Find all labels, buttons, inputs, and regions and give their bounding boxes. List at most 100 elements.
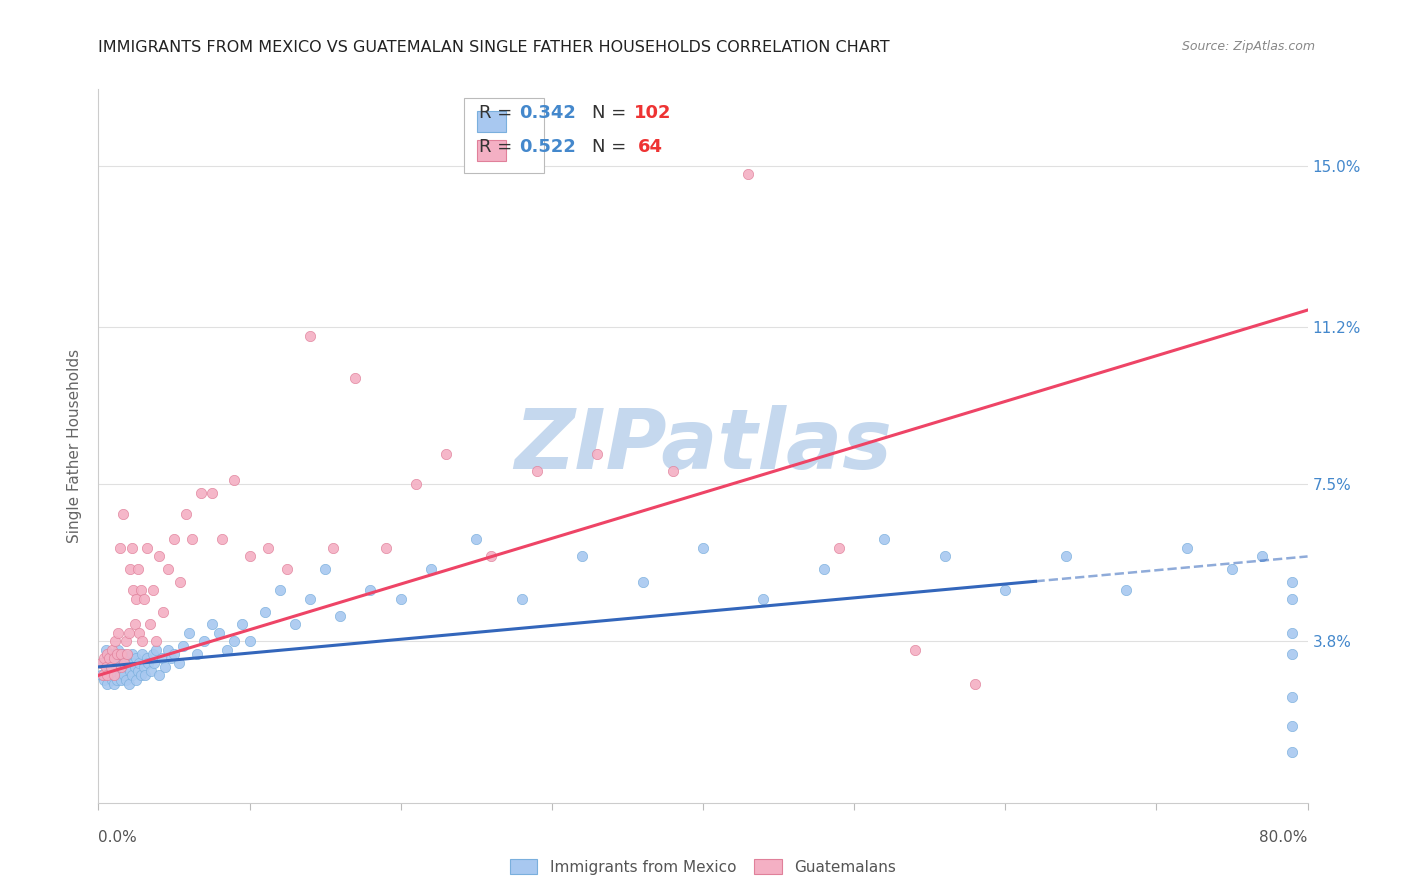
Point [124, 660, 146, 674]
Point [135, 541, 157, 555]
Point [152, 605, 174, 619]
Point [111, 647, 134, 661]
Point [510, 591, 533, 606]
Point [314, 562, 336, 576]
Point [121, 668, 143, 682]
Point [586, 448, 609, 462]
Point [256, 541, 278, 555]
Point [134, 668, 156, 682]
Point [90, 668, 112, 682]
Text: 0.0%: 0.0% [98, 830, 138, 845]
Point [322, 541, 344, 555]
Text: N =: N = [592, 138, 631, 156]
Point [215, 643, 238, 657]
Point [828, 541, 851, 555]
Point [360, 583, 382, 598]
Point [211, 533, 233, 547]
Point [141, 664, 163, 678]
Point [110, 656, 132, 670]
Point [190, 485, 212, 500]
Point [105, 673, 128, 687]
Point [181, 533, 204, 547]
Point [98, 651, 121, 665]
Point [121, 647, 143, 661]
Point [114, 634, 136, 648]
Point [904, 643, 927, 657]
Point [131, 634, 153, 648]
Point [156, 643, 179, 657]
Point [994, 583, 1017, 598]
Point [120, 664, 142, 678]
Point [125, 651, 148, 665]
Point [224, 473, 246, 487]
Text: Source: ZipAtlas.com: Source: ZipAtlas.com [1181, 40, 1315, 54]
Text: 102: 102 [634, 103, 672, 121]
Point [1281, 719, 1303, 733]
Point [299, 328, 322, 343]
Point [1281, 626, 1303, 640]
Y-axis label: Single Father Households: Single Father Households [67, 349, 83, 543]
Point [118, 651, 141, 665]
Point [329, 608, 352, 623]
Point [103, 651, 125, 665]
Point [91, 668, 114, 682]
Point [253, 605, 276, 619]
Point [201, 617, 224, 632]
Point [299, 591, 322, 606]
Point [110, 647, 132, 661]
Point [269, 583, 291, 598]
Text: R =: R = [479, 138, 519, 156]
Text: 0.522: 0.522 [519, 138, 576, 156]
Point [276, 562, 298, 576]
Point [105, 647, 128, 661]
Point [94, 643, 117, 657]
Point [631, 574, 654, 589]
Point [145, 634, 167, 648]
Point [128, 656, 150, 670]
Point [108, 541, 131, 555]
Point [160, 651, 183, 665]
Point [148, 549, 170, 564]
Point [136, 656, 159, 670]
Point [115, 660, 138, 674]
Point [120, 562, 142, 576]
Point [107, 643, 129, 657]
Point [163, 533, 186, 547]
Point [167, 656, 190, 670]
Point [179, 626, 201, 640]
Point [114, 673, 136, 687]
Point [737, 167, 759, 181]
Point [239, 634, 262, 648]
Point [153, 660, 176, 674]
Point [124, 617, 146, 632]
Point [103, 664, 125, 678]
Point [208, 626, 231, 640]
Point [96, 677, 118, 691]
Point [105, 656, 128, 670]
Text: 0.342: 0.342 [519, 103, 576, 121]
Point [172, 639, 194, 653]
Point [129, 668, 152, 682]
Point [98, 664, 121, 678]
Point [101, 673, 124, 687]
Point [104, 634, 127, 648]
Point [115, 647, 138, 661]
Point [96, 668, 118, 682]
Point [156, 562, 179, 576]
Point [142, 583, 165, 598]
Point [100, 651, 122, 665]
Point [94, 660, 117, 674]
Point [239, 549, 262, 564]
Point [1175, 541, 1198, 555]
Point [90, 656, 112, 670]
Point [813, 562, 835, 576]
Point [526, 465, 548, 479]
Point [965, 677, 987, 691]
Text: ZIPatlas: ZIPatlas [515, 406, 891, 486]
Point [662, 465, 685, 479]
Point [344, 371, 367, 385]
Point [112, 668, 135, 682]
Point [434, 448, 457, 462]
Point [231, 617, 253, 632]
Point [1115, 583, 1137, 598]
